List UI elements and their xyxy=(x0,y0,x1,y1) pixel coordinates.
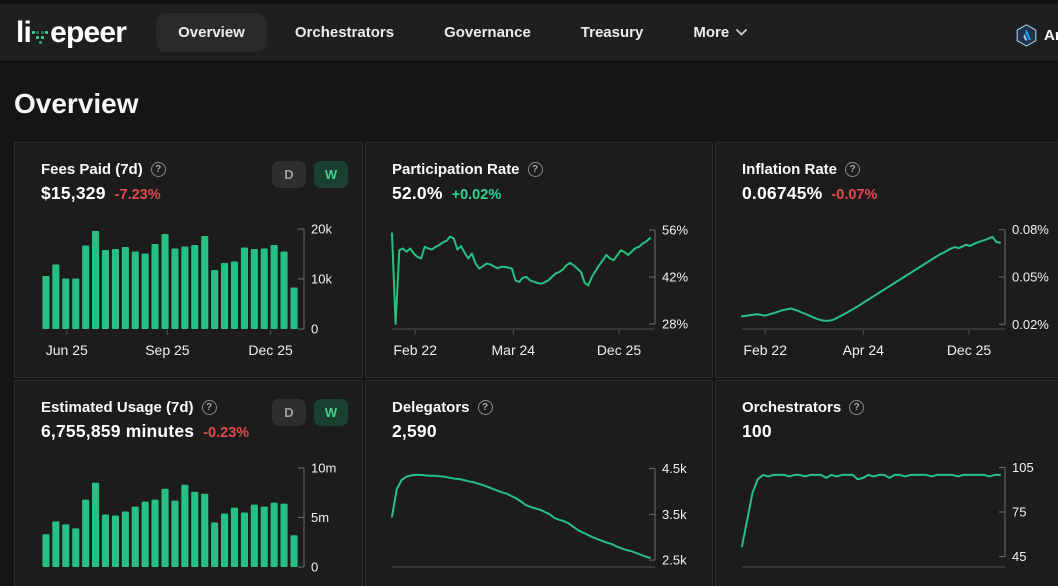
svg-text:3.5k: 3.5k xyxy=(662,507,687,522)
svg-text:Dec 25: Dec 25 xyxy=(597,342,642,358)
help-icon[interactable]: ? xyxy=(845,162,861,177)
svg-text:42%: 42% xyxy=(662,270,688,285)
chevron-down-icon xyxy=(736,29,748,36)
participation-rate-chart: 56% 42% 28% Feb 22 Mar 24 Dec 25 xyxy=(391,223,688,358)
card-value: 52.0% xyxy=(392,183,443,203)
help-icon[interactable]: ? xyxy=(849,400,865,415)
estimated-usage-chart: 10m 5m 0 xyxy=(42,461,336,575)
card-value: 2,590 xyxy=(392,421,437,441)
delegators-chart: 4.5k 3.5k 2.5k xyxy=(391,461,687,568)
card-title: Orchestrators xyxy=(742,399,842,416)
svg-text:10m: 10m xyxy=(311,461,336,476)
orchestrators-chart: 105 75 45 xyxy=(741,460,1034,568)
card-change: -0.07% xyxy=(831,187,878,203)
card-value: 0.06745% xyxy=(742,183,823,203)
toggle-week-button[interactable]: W xyxy=(314,161,348,188)
toggle-day-button[interactable]: D xyxy=(272,161,306,188)
help-icon[interactable]: ? xyxy=(527,162,543,177)
logo-text-suffix: epeer xyxy=(50,15,127,49)
svg-text:Dec 25: Dec 25 xyxy=(947,342,992,358)
inflation-rate-chart: 0.08% 0.05% 0.02% Feb 22 Apr 24 Dec 25 xyxy=(741,222,1049,358)
card-value: 100 xyxy=(742,421,772,441)
svg-text:45: 45 xyxy=(1012,549,1026,564)
main-nav: Overview Orchestrators Governance Treasu… xyxy=(156,13,769,52)
inflation-rate-card: Inflation Rate ? 0.06745% -0.07% 0.08% 0.… xyxy=(715,142,1058,378)
svg-text:0: 0 xyxy=(311,560,318,575)
svg-text:5m: 5m xyxy=(311,510,329,525)
svg-text:105: 105 xyxy=(1012,460,1034,475)
svg-text:Apr 24: Apr 24 xyxy=(843,342,884,358)
livepeer-logo[interactable]: li epeer xyxy=(16,15,127,50)
svg-text:Jun 25: Jun 25 xyxy=(46,342,88,358)
svg-text:20k: 20k xyxy=(311,222,332,237)
svg-text:0: 0 xyxy=(311,322,318,337)
participation-rate-card: Participation Rate ? 52.0% +0.02% 56% 42%… xyxy=(365,142,713,378)
card-value: $15,329 xyxy=(41,183,106,203)
fees-paid-chart: 20k 10k 0 Jun 25 Sep 25 Dec 25 xyxy=(42,222,332,358)
nav-item-more[interactable]: More xyxy=(671,13,769,52)
svg-text:2.5k: 2.5k xyxy=(662,553,687,568)
arbitrum-icon xyxy=(1016,23,1037,47)
network-selector[interactable]: Arb xyxy=(1016,4,1058,66)
card-title: Participation Rate xyxy=(392,161,520,178)
overview-page: Overview Fees Paid (7d) ? $15,329 -7.23%… xyxy=(0,88,1058,586)
card-title: Delegators xyxy=(392,399,470,416)
svg-text:75: 75 xyxy=(1012,505,1026,520)
nav-item-overview[interactable]: Overview xyxy=(156,13,267,52)
svg-text:Dec 25: Dec 25 xyxy=(248,342,293,358)
orchestrators-card: Orchestrators ? 100 105 75 45 xyxy=(715,380,1058,586)
interval-toggle: D W xyxy=(272,161,348,188)
svg-text:10k: 10k xyxy=(311,272,332,287)
nav-item-governance[interactable]: Governance xyxy=(422,13,553,52)
help-icon[interactable]: ? xyxy=(201,400,217,415)
page-title: Overview xyxy=(14,88,139,119)
logo-text-prefix: li xyxy=(16,15,32,49)
stats-grid: Fees Paid (7d) ? $15,329 -7.23% D W 20k 1… xyxy=(14,142,1058,586)
fees-paid-card: Fees Paid (7d) ? $15,329 -7.23% D W 20k 1… xyxy=(14,142,363,378)
interval-toggle: D W xyxy=(272,399,348,426)
card-title: Fees Paid (7d) xyxy=(41,161,143,178)
more-label: More xyxy=(693,24,730,41)
top-nav-bar: li epeer Overview Orchestrators Governan… xyxy=(0,0,1058,62)
svg-text:0.08%: 0.08% xyxy=(1012,222,1049,237)
nav-item-treasury[interactable]: Treasury xyxy=(559,13,666,52)
svg-text:56%: 56% xyxy=(662,223,688,238)
svg-text:Sep 25: Sep 25 xyxy=(145,342,190,358)
svg-text:Feb 22: Feb 22 xyxy=(743,342,787,358)
help-icon[interactable]: ? xyxy=(150,162,166,177)
toggle-week-button[interactable]: W xyxy=(314,399,348,426)
card-change: -0.23% xyxy=(203,425,250,441)
delegators-card: Delegators ? 2,590 4.5k 3.5k 2.5k xyxy=(365,380,713,586)
svg-text:Mar 24: Mar 24 xyxy=(492,342,536,358)
nav-item-orchestrators[interactable]: Orchestrators xyxy=(273,13,416,52)
network-label: Arb xyxy=(1044,26,1058,44)
svg-text:Feb 22: Feb 22 xyxy=(393,342,437,358)
svg-text:4.5k: 4.5k xyxy=(662,461,687,476)
svg-text:28%: 28% xyxy=(662,317,688,332)
estimated-usage-card: Estimated Usage (7d) ? 6,755,859 minutes… xyxy=(14,380,363,586)
toggle-day-button[interactable]: D xyxy=(272,399,306,426)
svg-text:0.02%: 0.02% xyxy=(1012,317,1049,332)
help-icon[interactable]: ? xyxy=(477,400,493,415)
card-title: Estimated Usage (7d) xyxy=(41,399,194,416)
card-change: -7.23% xyxy=(114,187,161,203)
svg-text:0.05%: 0.05% xyxy=(1012,270,1049,285)
card-title: Inflation Rate xyxy=(742,161,838,178)
livepeer-dotted-v-icon xyxy=(32,30,49,46)
card-change: +0.02% xyxy=(451,187,502,203)
card-value: 6,755,859 minutes xyxy=(41,421,195,441)
